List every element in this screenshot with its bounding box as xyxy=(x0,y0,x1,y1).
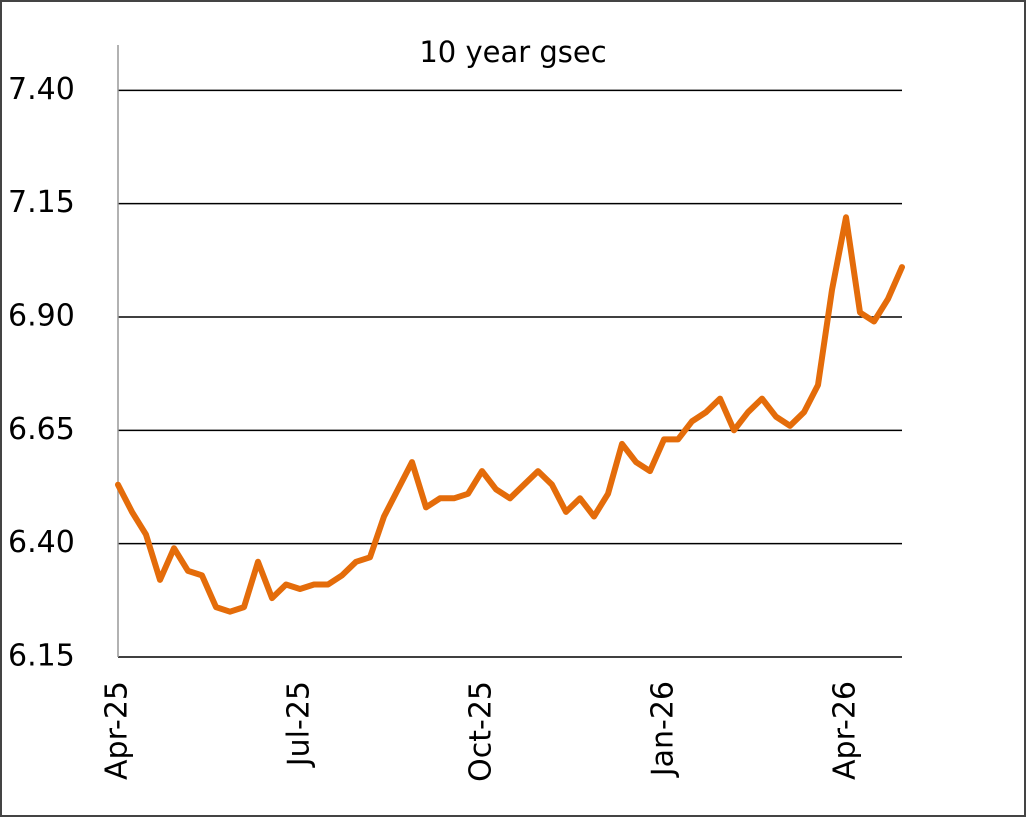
y-tick-label: 7.40 xyxy=(8,72,75,107)
chart-title: 10 year gsec xyxy=(419,35,606,69)
y-tick-label: 7.15 xyxy=(8,185,75,220)
x-tick-label: Apr-25 xyxy=(100,681,135,780)
x-tick-label: Jul-25 xyxy=(282,681,317,768)
y-tick-label: 6.40 xyxy=(8,525,75,560)
x-tick-label: Apr-26 xyxy=(828,681,863,780)
y-tick-label: 6.15 xyxy=(8,639,75,674)
x-tick-label: Oct-25 xyxy=(464,681,499,782)
y-tick-label: 6.65 xyxy=(8,412,75,447)
y-tick-label: 6.90 xyxy=(8,299,75,334)
line-series xyxy=(115,214,905,615)
x-tick-label: Jan-26 xyxy=(646,681,681,778)
